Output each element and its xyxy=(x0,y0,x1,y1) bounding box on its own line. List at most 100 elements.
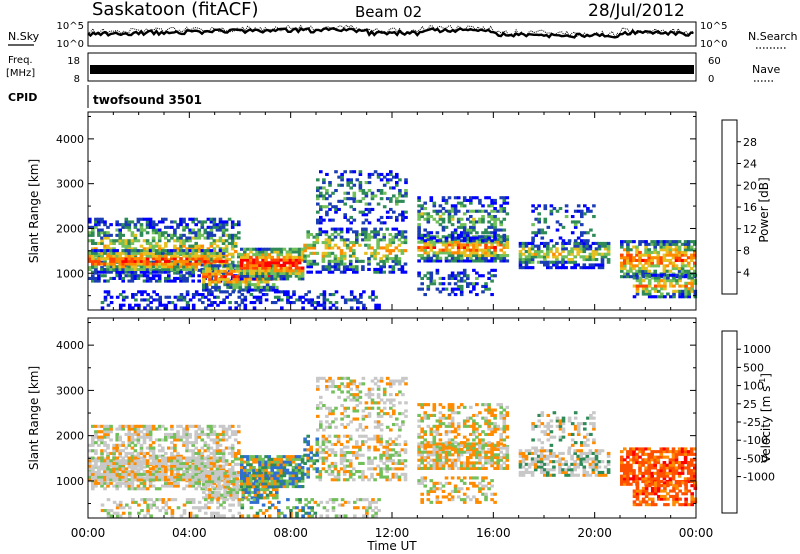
range-cell xyxy=(200,459,205,463)
range-cell xyxy=(361,238,365,242)
range-cell xyxy=(337,199,341,203)
range-cell xyxy=(103,459,107,463)
range-cell xyxy=(252,266,256,270)
range-cell xyxy=(262,488,267,492)
range-cell xyxy=(244,288,249,292)
range-cell xyxy=(167,279,171,283)
range-cell xyxy=(680,269,685,273)
range-cell xyxy=(668,245,673,249)
range-cell xyxy=(373,235,377,239)
range-cell xyxy=(340,199,344,203)
range-cell xyxy=(243,266,247,270)
range-cell xyxy=(109,270,113,274)
range-cell xyxy=(229,471,233,475)
range-cell xyxy=(218,217,223,221)
range-cell xyxy=(124,247,129,251)
range-cell xyxy=(249,466,253,470)
range-cell xyxy=(142,274,147,278)
range-cell xyxy=(683,248,688,252)
range-cell xyxy=(632,258,636,262)
range-cell xyxy=(693,248,697,252)
range-cell xyxy=(282,455,287,459)
range-cell xyxy=(253,269,258,273)
range-cell xyxy=(244,283,249,287)
range-cell xyxy=(285,485,290,489)
range-cell xyxy=(349,215,353,219)
range-cell xyxy=(124,274,129,278)
power-colorbar-label: Power [dB] xyxy=(757,177,771,242)
range-cell xyxy=(355,235,359,239)
range-cell xyxy=(208,496,212,500)
range-cell xyxy=(240,482,244,486)
range-cell xyxy=(229,280,233,284)
range-cell xyxy=(220,493,224,497)
range-cell xyxy=(97,435,101,439)
range-cell xyxy=(300,266,305,270)
range-cell xyxy=(686,248,691,252)
range-cell xyxy=(240,277,244,281)
range-cell xyxy=(373,437,377,441)
range-cell xyxy=(450,276,455,280)
range-cell xyxy=(288,457,293,461)
range-cell xyxy=(91,274,95,278)
range-cell xyxy=(322,181,326,185)
range-cell xyxy=(330,472,335,476)
range-cell xyxy=(404,191,408,195)
range-cell xyxy=(145,223,150,227)
range-cell xyxy=(327,472,332,476)
range-cell xyxy=(294,274,299,278)
range-cell xyxy=(388,257,393,261)
range-cell xyxy=(373,254,377,258)
range-cell xyxy=(161,265,165,269)
range-cell xyxy=(115,427,119,431)
range-cell xyxy=(478,256,482,260)
range-cell xyxy=(657,276,661,280)
range-cell xyxy=(176,424,180,428)
range-cell xyxy=(182,461,186,465)
range-cell xyxy=(355,442,359,446)
range-cell xyxy=(203,220,208,224)
range-cell xyxy=(106,430,110,434)
range-cell xyxy=(127,251,132,255)
range-cell xyxy=(348,434,353,438)
range-cell xyxy=(435,231,440,235)
range-cell xyxy=(623,258,627,262)
range-cell xyxy=(469,201,473,205)
range-cell xyxy=(687,287,691,291)
range-cell xyxy=(336,440,341,444)
range-cell xyxy=(626,245,630,249)
range-cell xyxy=(371,298,375,302)
range-cell xyxy=(379,442,383,446)
freq-panel: Freq. [MHz] 18 8 60 0 Nave xyxy=(6,52,780,85)
range-cell xyxy=(294,263,299,267)
range-cell xyxy=(145,435,150,439)
range-cell xyxy=(97,259,101,263)
range-cell xyxy=(462,279,467,283)
range-cell xyxy=(417,225,421,229)
range-cell xyxy=(459,254,464,258)
range-cell xyxy=(456,233,461,237)
range-cell xyxy=(282,482,287,486)
range-cell xyxy=(124,461,129,465)
range-cell xyxy=(549,239,554,243)
range-cell xyxy=(136,424,141,428)
colorbar-frame xyxy=(721,119,738,295)
range-cell xyxy=(224,430,229,434)
range-cell xyxy=(151,276,156,280)
range-cell xyxy=(641,292,646,296)
range-cell xyxy=(653,276,658,280)
range-cell xyxy=(185,290,190,294)
range-cell xyxy=(438,248,443,252)
range-cell xyxy=(214,471,218,475)
range-cell xyxy=(466,282,470,286)
range-cell xyxy=(233,451,238,455)
range-cell xyxy=(130,467,135,471)
range-cell xyxy=(240,457,244,461)
range-cell xyxy=(226,264,230,268)
range-cell xyxy=(662,264,667,268)
range-cell xyxy=(258,457,262,461)
range-cell xyxy=(505,237,510,241)
range-cell xyxy=(243,295,248,299)
range-cell xyxy=(249,485,253,489)
range-cell xyxy=(215,449,220,453)
